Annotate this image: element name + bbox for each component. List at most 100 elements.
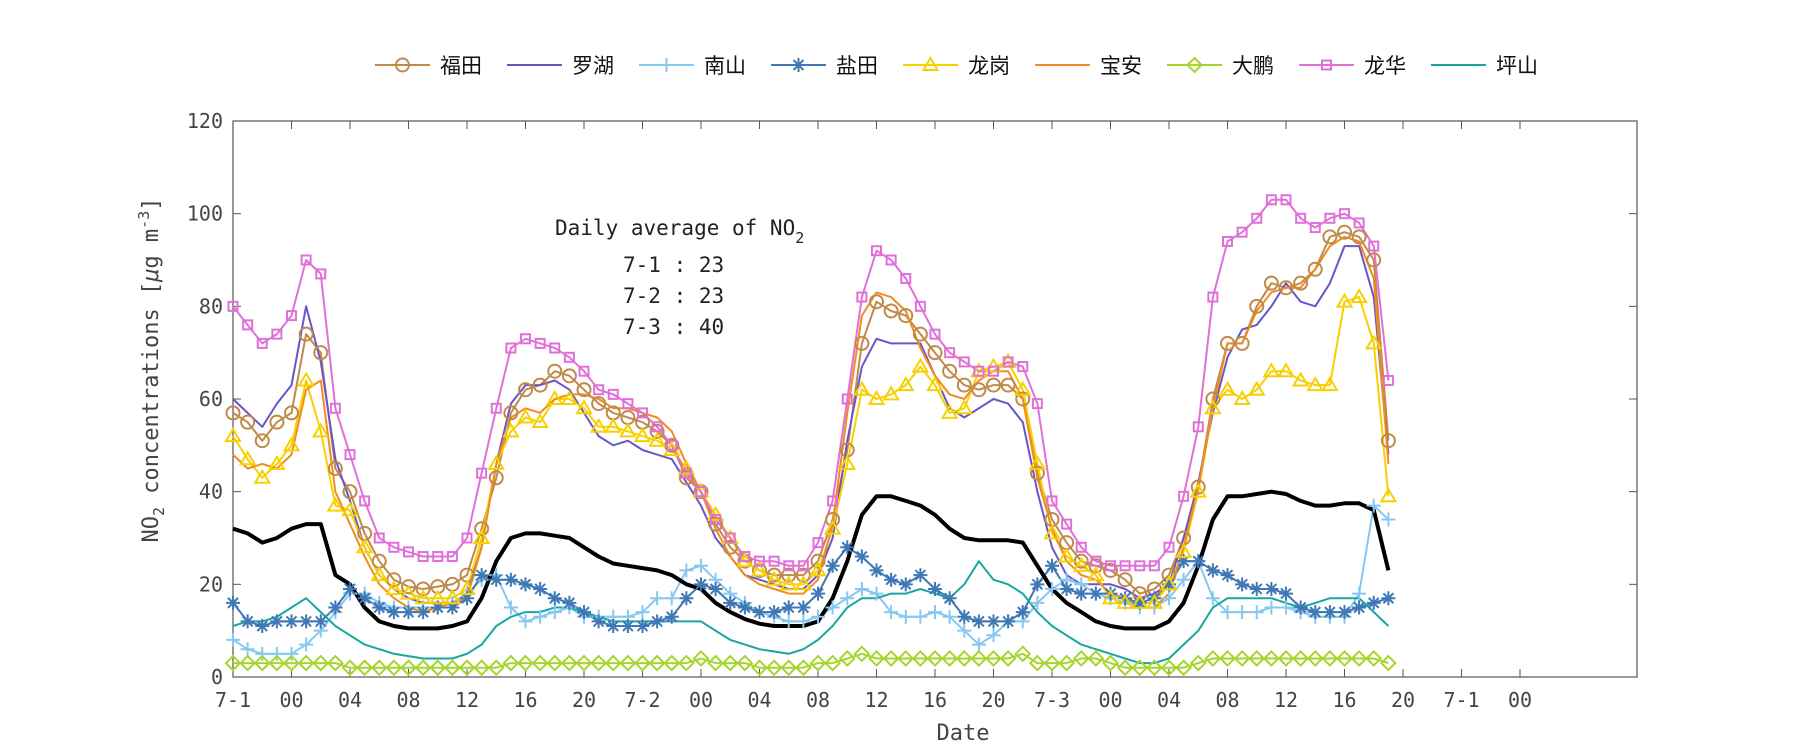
data-point xyxy=(928,605,942,620)
y-axis-label: NO2 concentrations [μg m-3] xyxy=(135,197,168,542)
data-point xyxy=(432,551,444,563)
data-point xyxy=(238,450,257,466)
data-point xyxy=(1262,650,1280,667)
data-point xyxy=(897,650,915,667)
data-point xyxy=(268,654,286,672)
x-tick-label: 20 xyxy=(981,688,1005,712)
data-point xyxy=(1028,654,1046,672)
data-point xyxy=(1322,605,1337,620)
data-point xyxy=(502,422,520,438)
data-point xyxy=(1061,518,1073,530)
data-point xyxy=(1029,465,1045,481)
data-point xyxy=(1131,659,1149,677)
data-point xyxy=(490,402,502,414)
x-tick-label: 16 xyxy=(1332,688,1356,712)
data-point xyxy=(560,390,579,405)
data-point xyxy=(300,254,312,266)
data-point xyxy=(795,567,811,583)
data-point xyxy=(811,586,825,601)
data-point xyxy=(416,605,431,620)
data-point xyxy=(841,393,853,405)
data-point xyxy=(399,584,418,600)
data-point xyxy=(825,511,841,527)
x-tick-label: 16 xyxy=(513,688,537,712)
data-point xyxy=(593,384,605,396)
data-point xyxy=(1118,591,1133,606)
data-point xyxy=(1306,376,1324,392)
data-point xyxy=(1321,376,1339,392)
x-tick-label: 12 xyxy=(455,688,479,712)
data-point xyxy=(736,654,754,672)
data-point xyxy=(284,405,299,421)
legend-label: 福田 xyxy=(440,54,482,78)
data-point xyxy=(549,342,561,354)
legend-marker xyxy=(1186,56,1203,74)
legend-label: 南山 xyxy=(704,54,746,78)
data-point xyxy=(403,546,414,558)
series-line xyxy=(232,560,1390,665)
data-point xyxy=(1045,558,1059,573)
x-tick-label: 08 xyxy=(806,688,830,712)
data-point xyxy=(503,600,518,615)
data-point xyxy=(591,614,606,629)
data-point xyxy=(706,505,725,521)
data-point xyxy=(1309,222,1321,234)
data-point xyxy=(794,659,812,677)
data-point xyxy=(607,388,619,400)
data-point xyxy=(767,605,782,620)
data-point xyxy=(955,650,973,667)
data-point xyxy=(1380,433,1396,449)
legend-marker xyxy=(395,57,410,73)
data-point xyxy=(838,650,856,667)
data-point xyxy=(1324,212,1336,224)
data-point xyxy=(240,414,256,430)
x-tick-labels: 7-1 00 04 08 12 16 20 7-2 00 04 08 12 16 20 7-3 00 04 08 1… xyxy=(215,688,1532,712)
y-tick-label: 20 xyxy=(199,572,223,596)
data-point xyxy=(708,516,724,532)
data-point xyxy=(825,600,840,615)
data-point xyxy=(911,357,930,373)
legend-marker xyxy=(791,58,806,72)
data-point xyxy=(268,454,286,470)
data-point xyxy=(1088,586,1103,601)
data-point xyxy=(897,376,915,392)
data-point xyxy=(1001,614,1016,629)
x-tick-label: 7-1 xyxy=(1443,688,1479,712)
data-point xyxy=(1178,490,1190,502)
x-tick-label: 20 xyxy=(1391,688,1415,712)
data-point xyxy=(460,591,474,606)
data-point xyxy=(430,600,445,615)
data-point xyxy=(854,549,869,564)
data-point xyxy=(1293,275,1309,291)
data-point xyxy=(882,385,900,401)
data-point xyxy=(385,659,403,677)
data-point xyxy=(1249,581,1264,596)
data-point xyxy=(546,654,564,672)
data-point xyxy=(854,581,869,596)
data-point xyxy=(577,605,591,620)
data-point xyxy=(1087,566,1105,582)
data-point xyxy=(344,449,356,461)
data-point xyxy=(1030,577,1045,592)
data-point xyxy=(942,363,958,379)
data-point xyxy=(664,591,679,606)
data-point xyxy=(516,408,535,424)
data-point xyxy=(417,551,429,563)
data-point xyxy=(1190,479,1206,495)
data-point xyxy=(739,551,751,563)
data-point xyxy=(999,650,1017,667)
data-point xyxy=(224,654,242,672)
data-point xyxy=(812,537,824,549)
data-point xyxy=(253,468,271,484)
data-point xyxy=(342,484,358,500)
data-point xyxy=(1117,572,1133,588)
data-point xyxy=(227,300,239,312)
data-point xyxy=(575,399,593,415)
data-point xyxy=(754,555,765,567)
data-point xyxy=(1379,654,1397,672)
daily-average-annotation: Daily average of NO2 7-1 : 23 7-2 : 23 7… xyxy=(555,216,804,339)
data-point xyxy=(1017,361,1029,373)
data-point xyxy=(928,581,942,596)
data-point xyxy=(446,551,458,563)
data-point xyxy=(1072,556,1090,572)
